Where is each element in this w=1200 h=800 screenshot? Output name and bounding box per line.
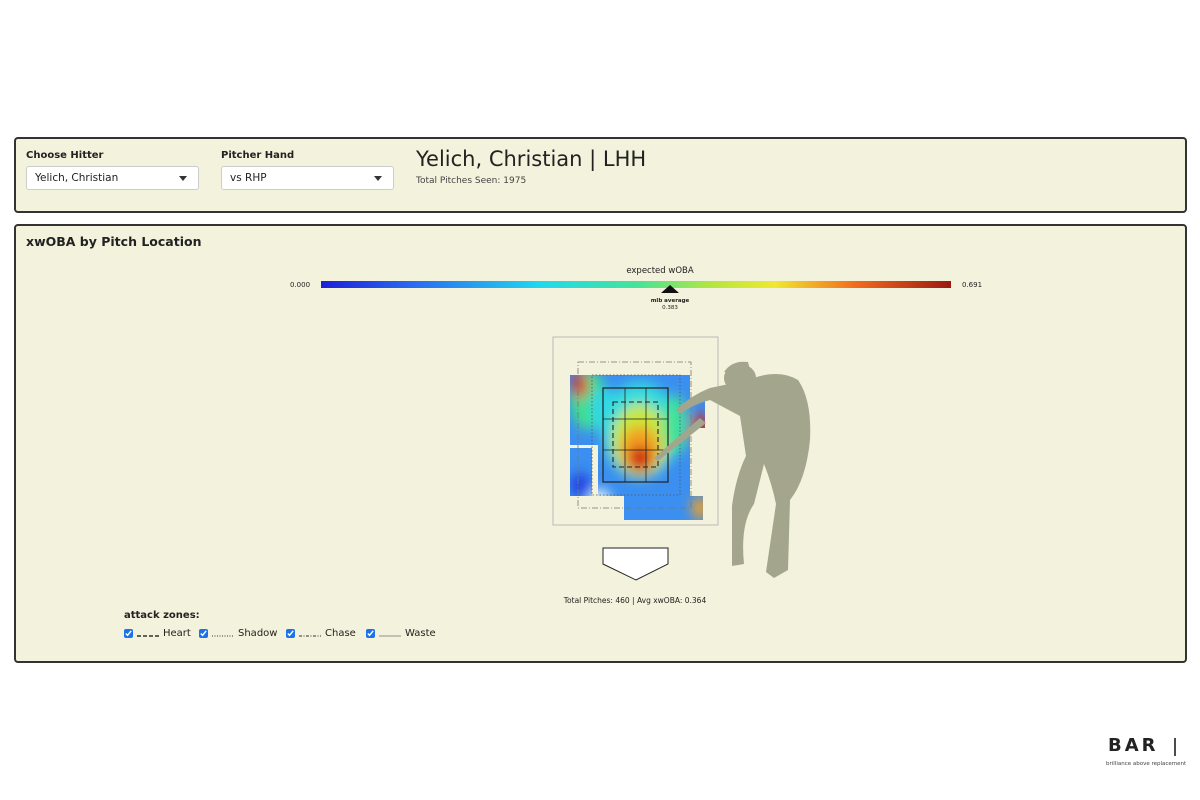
panel-title: xwOBA by Pitch Location: [26, 234, 202, 249]
mlb-average-value: 0.383: [662, 305, 678, 311]
zone-label: Chase: [325, 628, 356, 639]
checkbox[interactable]: [199, 629, 208, 638]
colorbar-max: 0.691: [962, 281, 983, 289]
waste-toggle[interactable]: Waste: [366, 628, 436, 639]
zone-label: Waste: [405, 628, 436, 639]
zone-label: Shadow: [238, 628, 278, 639]
checkbox[interactable]: [366, 629, 375, 638]
colorbar-min: 0.000: [290, 281, 311, 289]
checkbox[interactable]: [124, 629, 133, 638]
zone-label: Heart: [163, 628, 191, 639]
summary: Total Pitches: 460 | Avg xwOBA: 0.364: [563, 596, 707, 605]
pitches-seen: Total Pitches Seen: 1975: [416, 176, 527, 186]
mlb-average-label: mlb average: [650, 298, 690, 304]
shadow-toggle[interactable]: Shadow: [199, 628, 277, 639]
chase-toggle[interactable]: Chase: [286, 628, 356, 639]
hand-select[interactable]: vs RHP: [221, 166, 394, 190]
hitter-title: Yelich, Christian | LHH: [416, 147, 647, 171]
hitter-label: Choose Hitter: [26, 150, 104, 161]
checkbox[interactable]: [286, 629, 295, 638]
header-panel: [14, 137, 1187, 213]
logo: BAR: [1108, 735, 1159, 756]
colorbar-title: expected wOBA: [626, 266, 694, 276]
logo-tagline: brilliance above replacement: [1106, 761, 1187, 767]
attack-zones-title: attack zones:: [124, 610, 200, 621]
hand-label: Pitcher Hand: [221, 150, 295, 161]
hitter-select[interactable]: Yelich, Christian: [26, 166, 199, 190]
heart-toggle[interactable]: Heart: [124, 628, 191, 639]
